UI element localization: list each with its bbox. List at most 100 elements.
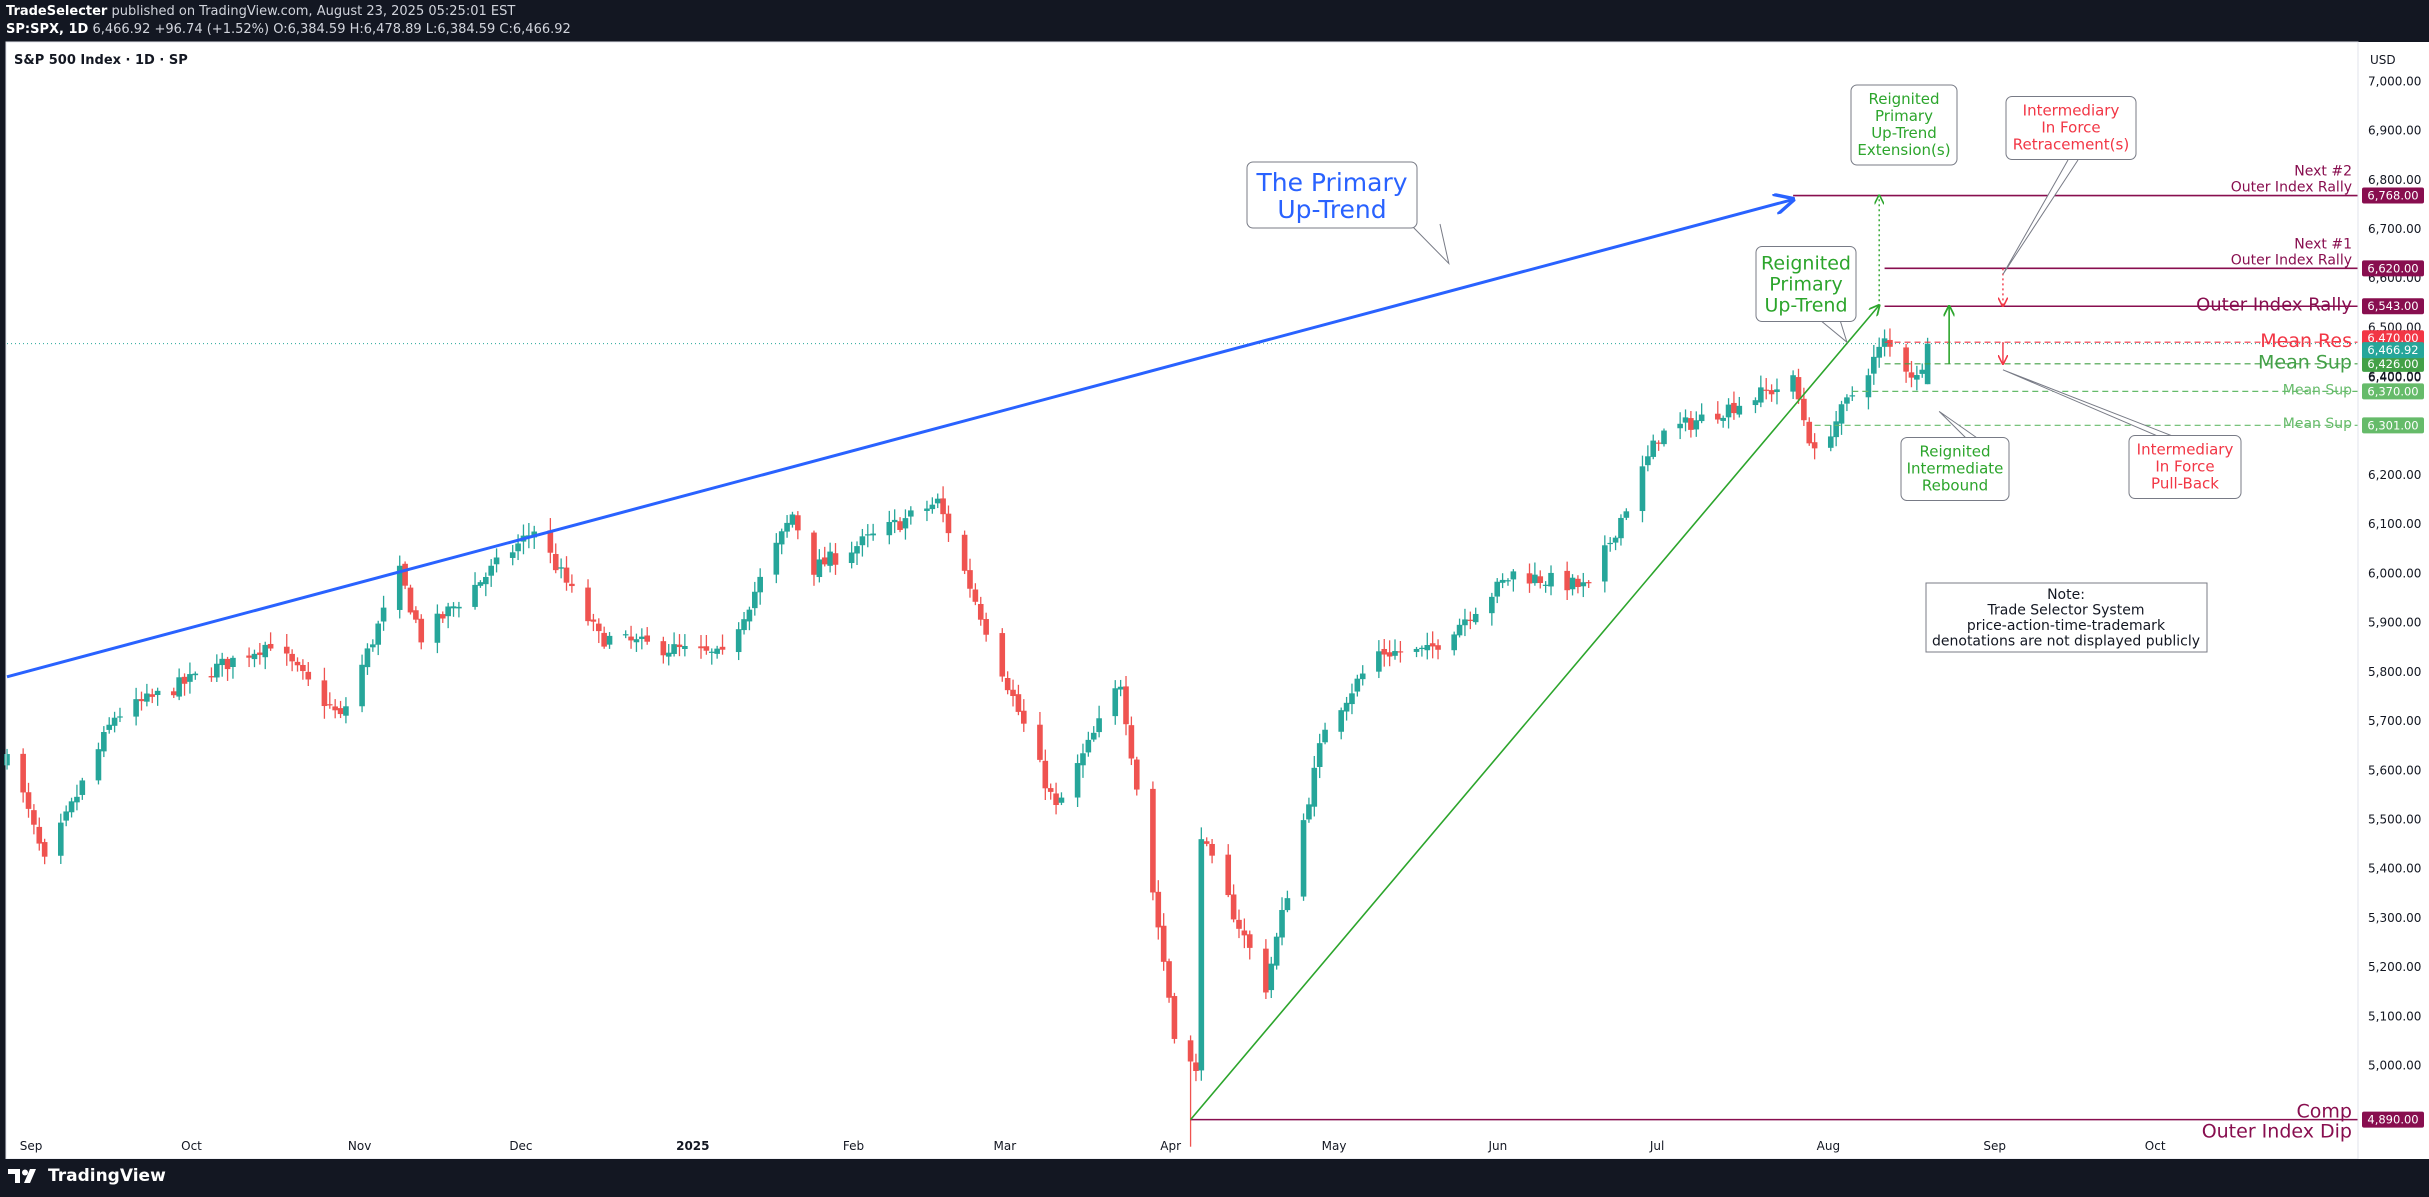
candle-body bbox=[789, 514, 796, 525]
candle-2025-06-17 bbox=[1569, 574, 1576, 596]
candle-body bbox=[735, 629, 742, 653]
note-line: price-action-time-trademark bbox=[1967, 618, 2166, 634]
candle-2024-10-23 bbox=[294, 657, 301, 672]
y-tick-label: 6,900.00 bbox=[2368, 124, 2421, 138]
candle-2025-03-13 bbox=[1053, 782, 1059, 815]
candle-2025-07-28 bbox=[1790, 370, 1796, 400]
candle-body bbox=[57, 822, 64, 856]
last-price-badge bbox=[2362, 342, 2424, 359]
level-text: Mean Sup bbox=[2283, 416, 2352, 432]
candle-2024-10-02 bbox=[181, 673, 188, 696]
candle-2024-10-24 bbox=[300, 659, 306, 680]
x-tick-label: Nov bbox=[348, 1139, 371, 1153]
candle-body bbox=[977, 603, 984, 620]
candle-2024-09-27 bbox=[154, 687, 161, 706]
candle-2025-01-27 bbox=[811, 530, 817, 586]
candle-2025-05-26 bbox=[1451, 631, 1457, 656]
candle-body bbox=[929, 504, 936, 510]
candle-body bbox=[945, 513, 952, 534]
candle-body bbox=[1376, 651, 1382, 672]
candle-2025-02-26 bbox=[972, 583, 979, 606]
candle-body bbox=[1688, 418, 1694, 430]
candle-body bbox=[1392, 651, 1398, 656]
candle-body bbox=[859, 536, 866, 546]
candle-2025-01-20 bbox=[773, 533, 780, 584]
candle-body bbox=[902, 518, 909, 529]
x-tick-label: Mar bbox=[994, 1139, 1017, 1153]
candle-body bbox=[1338, 710, 1345, 732]
candle-2025-07-09 bbox=[1688, 410, 1694, 438]
candle-2024-12-12 bbox=[563, 556, 570, 591]
candle-2025-07-25 bbox=[1774, 378, 1780, 405]
candle-2025-04-11 bbox=[1209, 839, 1215, 864]
candle-body bbox=[967, 570, 973, 589]
callout-box bbox=[1850, 84, 1958, 166]
candle-body bbox=[445, 606, 451, 617]
candle-body bbox=[1058, 797, 1065, 803]
candle-2024-11-01 bbox=[343, 697, 349, 724]
level-badge-6301-text: 6,301.00 bbox=[2367, 418, 2418, 432]
candle-2024-11-15 bbox=[418, 614, 425, 650]
candle-body bbox=[1193, 1062, 1199, 1071]
candle-body bbox=[1499, 579, 1506, 583]
candle-body bbox=[488, 565, 494, 576]
published-text: published on TradingView.com, August 23,… bbox=[111, 4, 516, 19]
candle-body bbox=[1429, 643, 1436, 647]
candle-2024-12-31 bbox=[665, 644, 672, 666]
y-tick-label: 6,000.00 bbox=[2368, 566, 2421, 580]
candle-body bbox=[1505, 580, 1511, 582]
candle-2025-02-05 bbox=[859, 528, 866, 557]
x-tick-label: Jun bbox=[1487, 1139, 1507, 1153]
candle-body bbox=[848, 552, 855, 564]
candle-2024-10-03 bbox=[187, 662, 193, 694]
candle-2024-09-23 bbox=[133, 687, 139, 726]
candle-body bbox=[111, 717, 118, 726]
publisher-name[interactable]: TradeSelecter bbox=[6, 4, 108, 19]
candle-2025-06-27 bbox=[1623, 508, 1630, 521]
candle-body bbox=[1548, 572, 1554, 587]
candle-2025-06-24 bbox=[1607, 537, 1613, 552]
candle-2024-11-29 bbox=[493, 548, 500, 573]
candle-body bbox=[294, 661, 301, 666]
candle-2025-01-21 bbox=[778, 528, 785, 555]
candle-2025-05-19 bbox=[1413, 646, 1420, 658]
candle-2024-09-02 bbox=[20, 748, 26, 803]
y-tick-label: 5,400.00 bbox=[2368, 862, 2421, 876]
candle-body bbox=[359, 664, 365, 707]
candle-body bbox=[1612, 537, 1619, 543]
candle-2025-07-03 bbox=[1655, 440, 1662, 451]
candle-body bbox=[181, 676, 188, 684]
candle-body bbox=[1311, 767, 1318, 807]
candle-2024-10-30 bbox=[332, 699, 338, 719]
candle-2025-03-04 bbox=[1004, 671, 1011, 695]
level-text: Mean Sup bbox=[2283, 382, 2352, 398]
candle-body bbox=[1150, 788, 1156, 893]
candle-body bbox=[1569, 577, 1576, 590]
x-tick-label: May bbox=[1322, 1139, 1347, 1153]
candle-2025-01-06 bbox=[698, 635, 704, 659]
candle-2025-08-19 bbox=[1908, 360, 1915, 388]
candle-2025-05-07 bbox=[1349, 683, 1355, 715]
candle-body bbox=[741, 619, 747, 631]
candle-2025-04-10 bbox=[1203, 837, 1210, 847]
candle-body bbox=[1607, 542, 1613, 545]
candle-body bbox=[224, 658, 231, 670]
callout-text: Extension(s) bbox=[1857, 141, 1950, 159]
candle-body bbox=[219, 658, 225, 666]
candle-body bbox=[477, 582, 484, 586]
level-badge-6620 bbox=[2362, 260, 2424, 277]
candle-body bbox=[493, 557, 500, 565]
candle-body bbox=[1887, 339, 1893, 347]
candle-body bbox=[370, 644, 376, 648]
y-tick-label: 5,800.00 bbox=[2368, 665, 2421, 679]
candle-2025-03-20 bbox=[1090, 726, 1097, 742]
candle-2024-12-27 bbox=[644, 627, 651, 645]
candle-body bbox=[832, 553, 839, 565]
tradingview-logo[interactable]: TradingView bbox=[8, 1166, 166, 1186]
candle-2025-05-06 bbox=[1343, 696, 1350, 721]
candle-2025-05-08 bbox=[1354, 674, 1361, 697]
candle-body bbox=[74, 796, 80, 803]
candle-body bbox=[1876, 346, 1882, 358]
last-price: 6,466.92 bbox=[92, 22, 151, 37]
